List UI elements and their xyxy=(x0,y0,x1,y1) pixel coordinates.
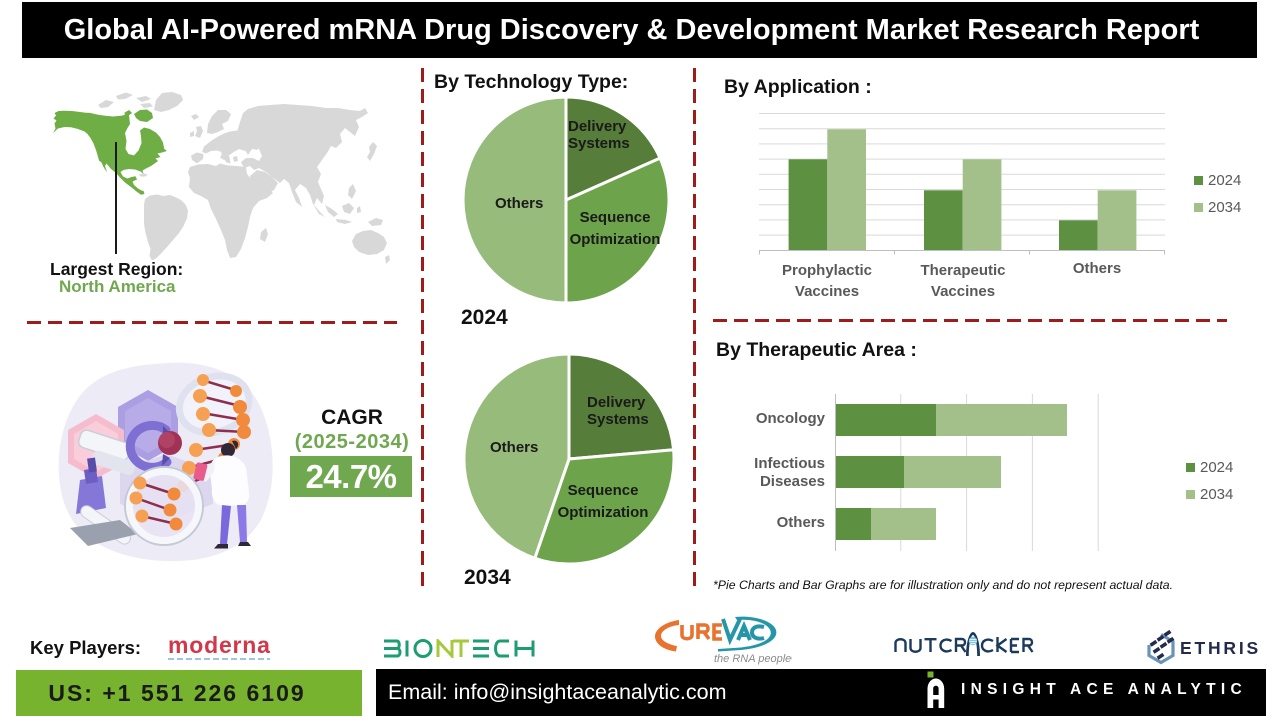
svg-text:the RNA people®: the RNA people® xyxy=(714,653,792,665)
svg-text:ETHRIS: ETHRIS xyxy=(1180,638,1258,658)
